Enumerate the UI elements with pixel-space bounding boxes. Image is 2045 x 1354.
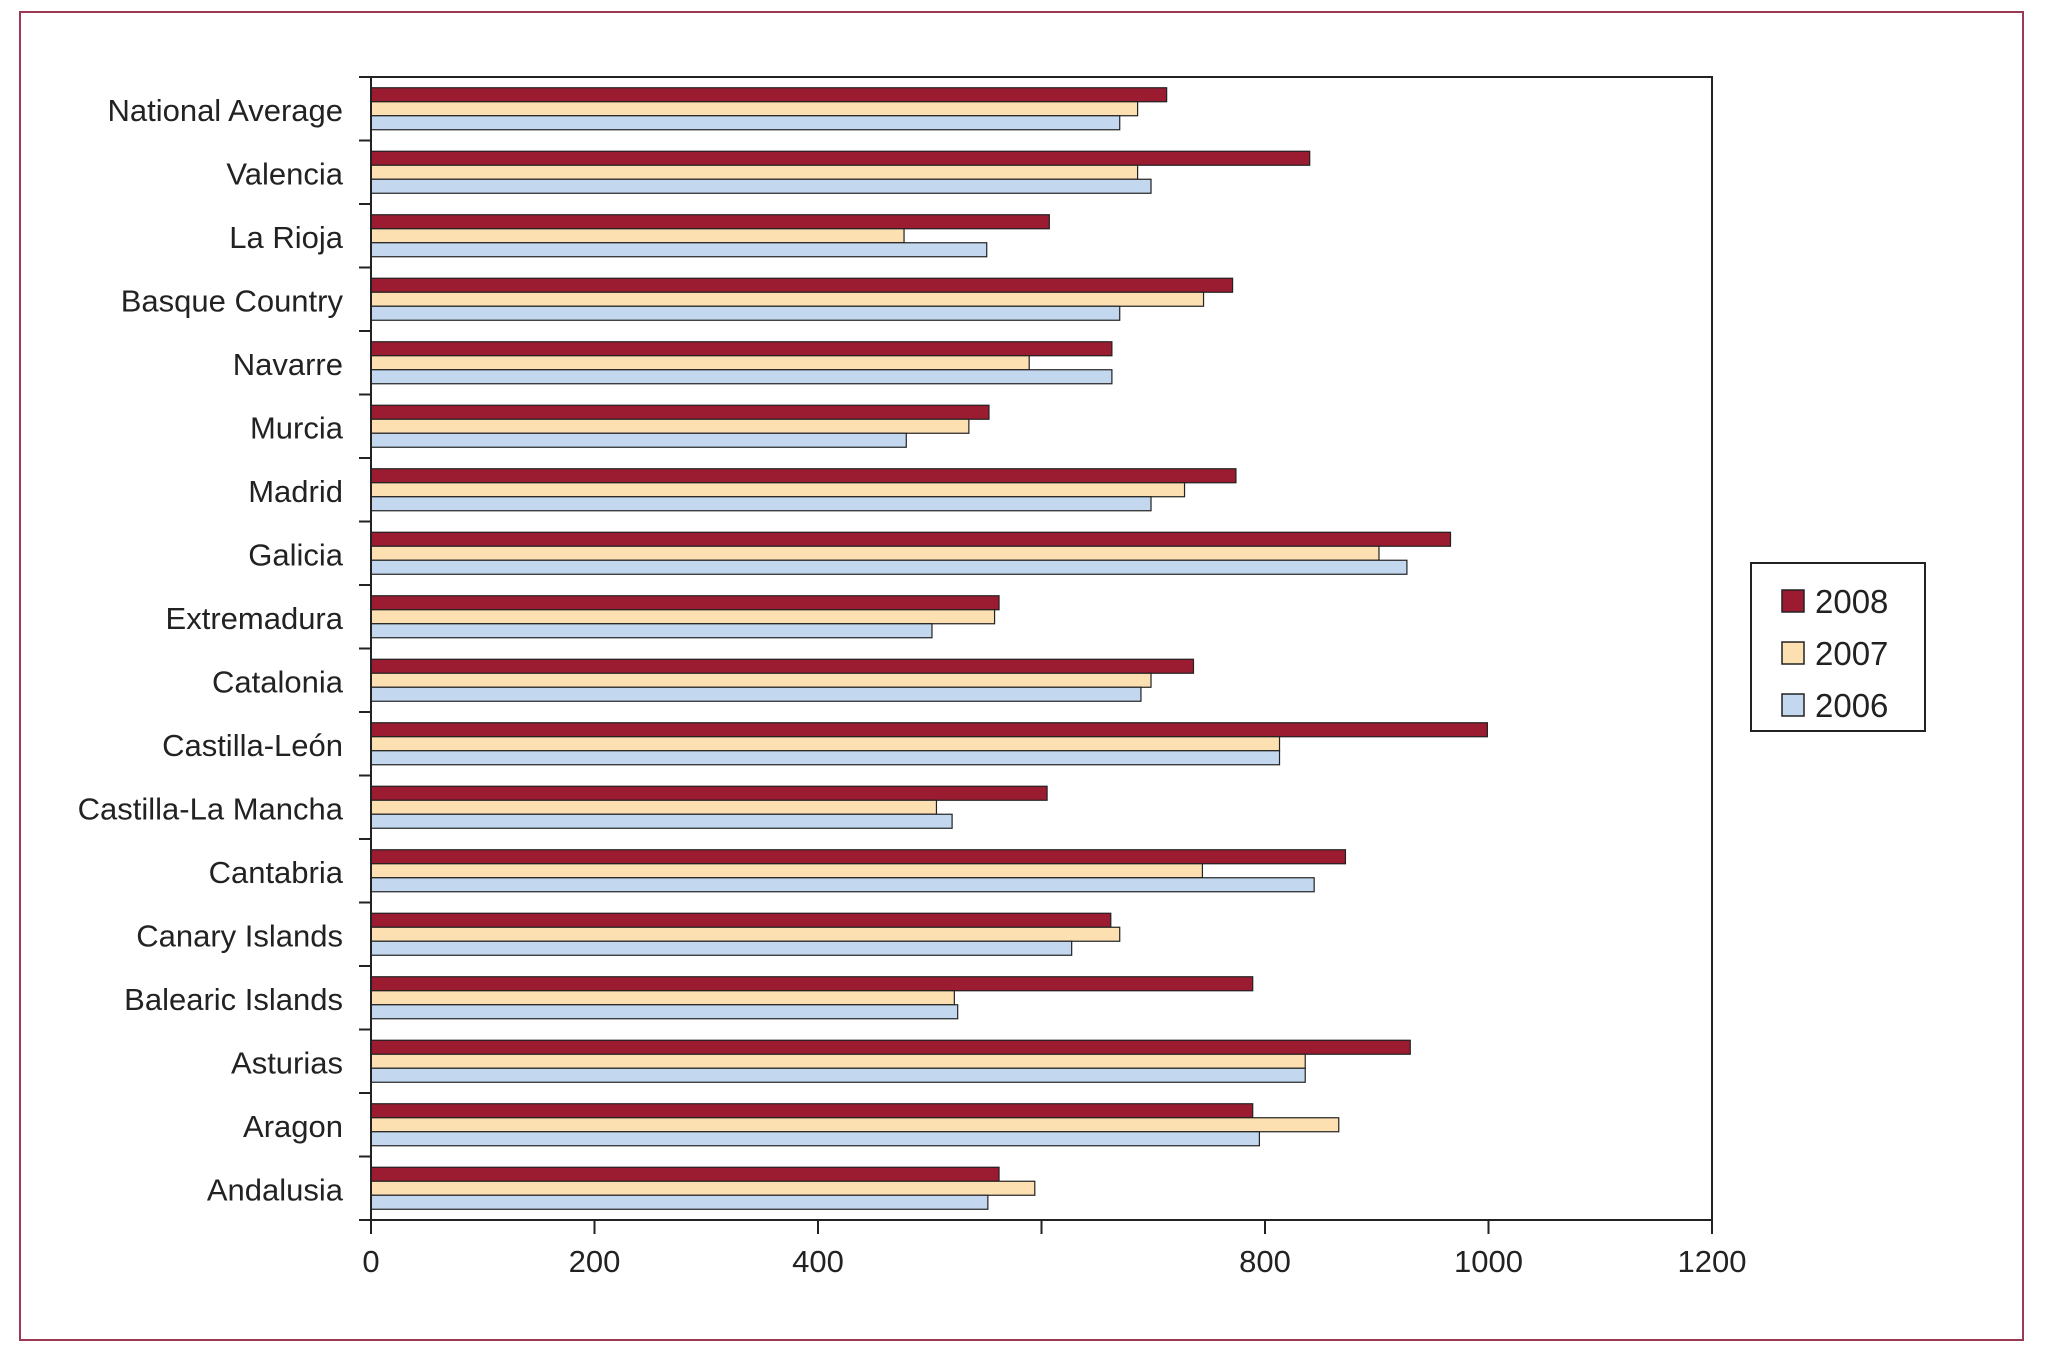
bar-2006	[370, 623, 933, 639]
bar-2008	[370, 214, 1050, 230]
bar-2007	[370, 228, 905, 244]
bar-2007	[370, 418, 970, 434]
legend-swatch-2008	[1781, 589, 1805, 613]
bar-2008	[370, 849, 1347, 865]
bar-2008	[370, 785, 1048, 801]
bar-2008	[370, 1103, 1254, 1119]
legend-box	[1750, 562, 1926, 732]
bar-2007	[370, 926, 1121, 942]
bar-2007	[370, 990, 955, 1006]
category-label: Balearic Islands	[124, 982, 343, 1017]
x-tick-label: 800	[1239, 1244, 1291, 1279]
bar-2008	[370, 341, 1113, 357]
bar-2007	[370, 355, 1030, 371]
bar-2006	[370, 305, 1121, 321]
bar-2007	[370, 101, 1139, 117]
bars-group	[370, 87, 1488, 1210]
bar-2008	[370, 87, 1168, 103]
bar-2008	[370, 277, 1234, 293]
x-tick-label: 1200	[1678, 1244, 1747, 1279]
legend-label-2008: 2008	[1815, 583, 1888, 620]
bar-2007	[370, 863, 1204, 879]
category-label: Canary Islands	[136, 918, 343, 953]
bar-2006	[370, 686, 1142, 702]
category-label: Cantabria	[209, 855, 344, 890]
bar-2007	[370, 672, 1152, 688]
bar-2006	[370, 1131, 1261, 1147]
category-label: Castilla-La Mancha	[78, 791, 344, 826]
bar-2006	[370, 940, 1073, 956]
bar-2006	[370, 1004, 959, 1020]
category-label: Aragon	[243, 1109, 343, 1144]
x-tick-label: 400	[792, 1244, 844, 1279]
category-label: Galicia	[248, 537, 344, 572]
bar-2008	[370, 976, 1254, 992]
x-axis: 0 200 400 800 1000 1200	[362, 1220, 1746, 1279]
bar-2006	[370, 115, 1121, 131]
category-label: National Average	[107, 93, 343, 128]
bar-2006	[370, 496, 1152, 512]
category-label: Catalonia	[212, 664, 344, 699]
bar-2006	[370, 369, 1113, 385]
category-label: Castilla-León	[162, 728, 343, 763]
bar-2008	[370, 150, 1311, 166]
bar-2007	[370, 482, 1186, 498]
bar-2008	[370, 722, 1488, 738]
bar-2007	[370, 545, 1380, 561]
bar-2006	[370, 1067, 1306, 1083]
bar-2006	[370, 559, 1408, 575]
y-axis: National Average Valencia La Rioja Basque C…	[78, 76, 371, 1221]
category-label: Asturias	[231, 1045, 343, 1080]
legend-swatch-2006	[1781, 693, 1805, 717]
bar-2008	[370, 912, 1112, 928]
bar-2008	[370, 1039, 1411, 1055]
bar-2008	[370, 658, 1195, 674]
category-label: La Rioja	[229, 220, 343, 255]
bar-2006	[370, 813, 953, 829]
bar-2007	[370, 1117, 1340, 1133]
bar-2007	[370, 164, 1139, 180]
category-label: Navarre	[233, 347, 343, 382]
legend-label-2007: 2007	[1815, 635, 1888, 672]
bar-2006	[370, 432, 907, 448]
category-label: Murcia	[250, 410, 344, 445]
bar-2008	[370, 404, 990, 420]
bar-2006	[370, 178, 1152, 194]
bar-2008	[370, 1166, 1000, 1182]
legend-label-2006: 2006	[1815, 687, 1888, 724]
category-label: Basque Country	[121, 283, 344, 318]
bar-2007	[370, 799, 938, 815]
legend: 2008 2007 2006	[1750, 562, 1926, 732]
bar-2008	[370, 468, 1237, 484]
bar-2007	[370, 291, 1205, 307]
bar-2006	[370, 242, 988, 258]
bar-2007	[370, 1053, 1306, 1069]
x-tick-label: 0	[362, 1244, 379, 1279]
category-label: Andalusia	[207, 1172, 344, 1207]
bar-2008	[370, 531, 1452, 547]
category-label: Extremadura	[166, 601, 344, 636]
category-label: Valencia	[226, 156, 343, 191]
bar-2007	[370, 1180, 1036, 1196]
chart-frame	[19, 11, 2024, 1341]
bar-2006	[370, 750, 1281, 766]
category-label: Madrid	[248, 474, 343, 509]
bar-2007	[370, 736, 1281, 752]
bar-2008	[370, 595, 1000, 611]
legend-swatch-2007	[1781, 641, 1805, 665]
x-tick-label: 200	[569, 1244, 621, 1279]
x-tick-label: 1000	[1454, 1244, 1523, 1279]
bar-2006	[370, 1194, 989, 1210]
bar-2007	[370, 609, 996, 625]
bar-2006	[370, 877, 1315, 893]
